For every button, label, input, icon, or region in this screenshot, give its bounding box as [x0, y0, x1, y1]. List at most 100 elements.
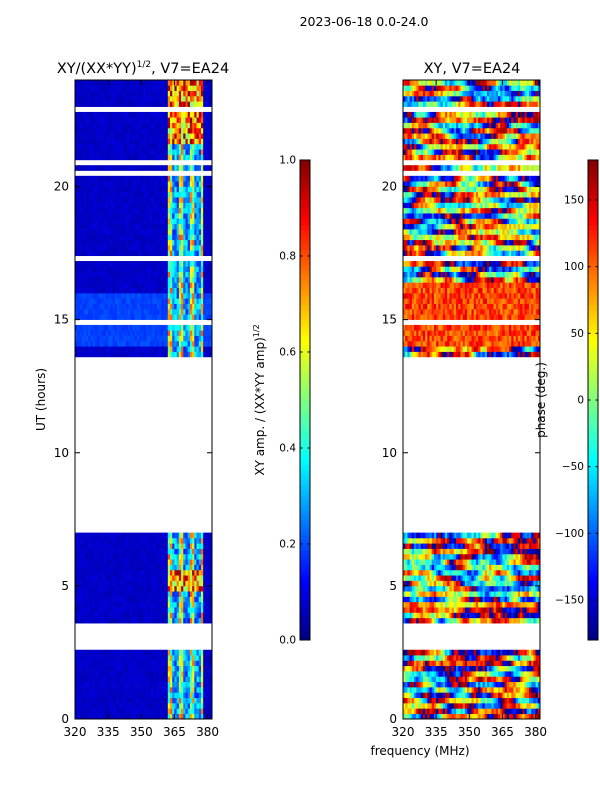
amp-cell	[90, 314, 94, 320]
amp-cell	[125, 266, 129, 273]
amp-cell	[130, 335, 133, 342]
amp-cell	[167, 298, 171, 304]
amp-cell	[187, 575, 191, 581]
amp-cell	[81, 234, 85, 241]
amp-cell	[150, 308, 153, 315]
amp-cell	[79, 537, 83, 544]
amp-cell	[112, 708, 116, 714]
amp-cell	[99, 591, 102, 597]
amp-cell	[181, 665, 184, 672]
amp-cell	[187, 308, 191, 315]
amp-cell	[170, 697, 173, 704]
amp-cell	[97, 308, 100, 315]
amp-cell	[134, 708, 138, 714]
amp-cell	[97, 207, 100, 214]
amp-cell	[88, 543, 91, 549]
amp-cell	[81, 266, 85, 273]
amp-cell	[99, 149, 102, 155]
amp-cell	[183, 218, 186, 225]
amp-cell	[209, 149, 213, 155]
amp-cell	[121, 282, 125, 288]
amp-cell	[125, 250, 129, 257]
amp-cell	[203, 660, 206, 667]
amp-cell	[110, 575, 113, 581]
amp-cell	[183, 298, 186, 304]
amp-cell	[203, 271, 206, 278]
amp-cell	[110, 202, 113, 209]
amp-cell	[141, 330, 144, 336]
amp-cell	[139, 703, 142, 709]
amp-cell	[183, 340, 186, 347]
amp-cell	[103, 697, 107, 704]
amp-cell	[209, 692, 213, 699]
amp-cell	[141, 601, 144, 608]
amp-cell	[176, 564, 180, 571]
amp-cell	[75, 85, 78, 91]
amp-cell	[90, 607, 94, 613]
amp-cell	[139, 665, 142, 672]
amp-cell	[187, 314, 191, 320]
amp-cell	[145, 548, 149, 555]
amp-cell	[167, 564, 171, 571]
amp-cell	[103, 181, 107, 187]
amp-cell	[200, 298, 204, 304]
amp-cell	[132, 665, 136, 672]
amp-cell	[110, 95, 113, 102]
amp-cell	[172, 298, 175, 304]
amp-cell	[154, 186, 158, 193]
phase-cell	[431, 713, 435, 720]
amp-cell	[163, 282, 166, 288]
amp-cell	[94, 127, 98, 134]
amp-cell	[158, 708, 162, 714]
amp-cell	[181, 548, 184, 555]
amp-cell	[165, 351, 169, 358]
amp-cell	[156, 271, 160, 278]
amp-cell	[81, 95, 85, 102]
amp-cell	[77, 665, 80, 672]
amp-cell	[196, 703, 200, 709]
amp-cell	[178, 223, 182, 230]
amp-cell	[125, 708, 129, 714]
amp-cell	[90, 548, 94, 555]
amp-cell	[134, 213, 138, 219]
amp-cell	[174, 175, 178, 182]
amp-cell	[79, 575, 83, 581]
amp-cell	[200, 154, 204, 161]
amp-cell	[189, 687, 193, 693]
amp-cell	[132, 202, 136, 209]
amp-cell	[152, 532, 155, 539]
amp-cell	[105, 585, 109, 592]
amp-cell	[194, 548, 197, 555]
amp-cell	[108, 601, 111, 608]
amp-cell	[116, 202, 120, 209]
amp-cell	[112, 596, 116, 603]
amp-cell	[90, 266, 94, 273]
amp-cell	[163, 298, 166, 304]
amp-cell	[125, 218, 129, 225]
amp-cell	[165, 218, 169, 225]
amp-cell	[200, 111, 204, 118]
amp-cell	[172, 580, 175, 587]
amp-cell	[134, 101, 138, 107]
amp-cell	[108, 335, 111, 342]
amp-cell	[108, 575, 111, 581]
amp-cell	[121, 277, 125, 283]
amp-cell	[141, 143, 144, 150]
amp-cell	[125, 697, 129, 704]
amp-cell	[92, 580, 96, 587]
amp-cell	[147, 324, 151, 331]
amp-cell	[75, 564, 78, 571]
amp-cell	[161, 708, 164, 714]
amp-cell	[116, 229, 120, 235]
amp-cell	[83, 218, 87, 225]
amp-cell	[123, 229, 127, 235]
amp-cell	[196, 138, 200, 145]
amp-cell	[200, 181, 204, 187]
amp-cell	[165, 111, 169, 118]
amp-cell	[136, 324, 140, 331]
amp-cell	[97, 85, 100, 91]
amp-cell	[94, 346, 98, 352]
amp-cell	[174, 154, 178, 161]
amp-cell	[116, 665, 120, 672]
amp-cell	[112, 655, 116, 661]
